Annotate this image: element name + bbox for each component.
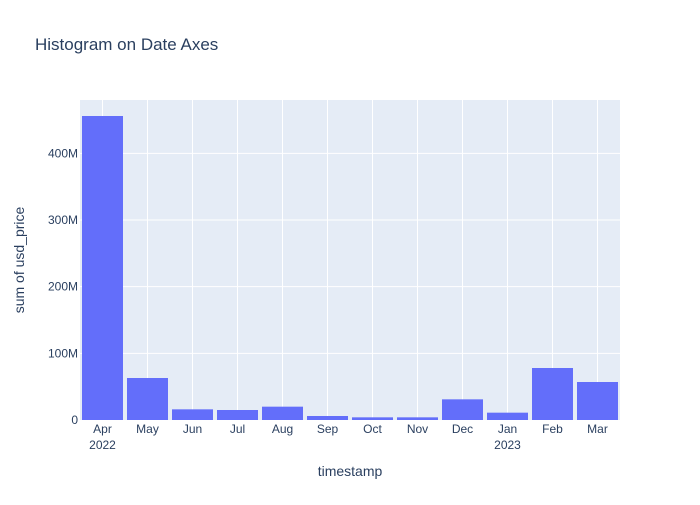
bar-aug [262, 406, 303, 420]
x-tick-label: May [136, 422, 159, 436]
y-axis-ticks: 0 100M 200M 300M 400M [48, 146, 78, 427]
x-tick-label: Nov [407, 422, 428, 436]
x-tick-label: Dec [452, 422, 473, 436]
bars [82, 116, 618, 420]
x-axis-label: timestamp [318, 463, 383, 479]
x-tick-year-label: 2022 [89, 438, 116, 452]
x-tick-label: Jul [230, 422, 245, 436]
y-tick-label: 400M [48, 146, 78, 160]
y-axis-label: sum of usd_price [11, 206, 27, 313]
bar-mar [577, 382, 618, 420]
x-axis-ticks: Apr 2022 May Jun Jul Aug Sep Oct Nov Dec Jan 2023 Fe… [89, 422, 608, 452]
x-tick-label: Apr [93, 422, 112, 436]
bar-may [127, 378, 168, 420]
bar-jun [172, 409, 213, 420]
bar-nov [397, 417, 438, 420]
bar-jan [487, 412, 528, 420]
x-tick-label: Jun [183, 422, 202, 436]
bar-dec [442, 399, 483, 420]
x-tick-label: Jan [498, 422, 517, 436]
x-tick-label: Oct [363, 422, 382, 436]
bar-apr [82, 116, 123, 420]
bar-jul [217, 410, 258, 420]
y-tick-label: 300M [48, 213, 78, 227]
chart-title: Histogram on Date Axes [35, 35, 218, 54]
x-tick-year-label: 2023 [494, 438, 521, 452]
y-tick-label: 100M [48, 346, 78, 360]
y-tick-label: 200M [48, 280, 78, 294]
x-tick-label: Sep [317, 422, 339, 436]
x-tick-label: Aug [272, 422, 293, 436]
bar-feb [532, 368, 573, 420]
y-tick-label: 0 [71, 413, 78, 427]
x-tick-label: Feb [542, 422, 563, 436]
bar-sep [307, 416, 348, 420]
x-tick-label: Mar [587, 422, 608, 436]
bar-oct [352, 417, 393, 420]
grid-lines [80, 100, 620, 420]
